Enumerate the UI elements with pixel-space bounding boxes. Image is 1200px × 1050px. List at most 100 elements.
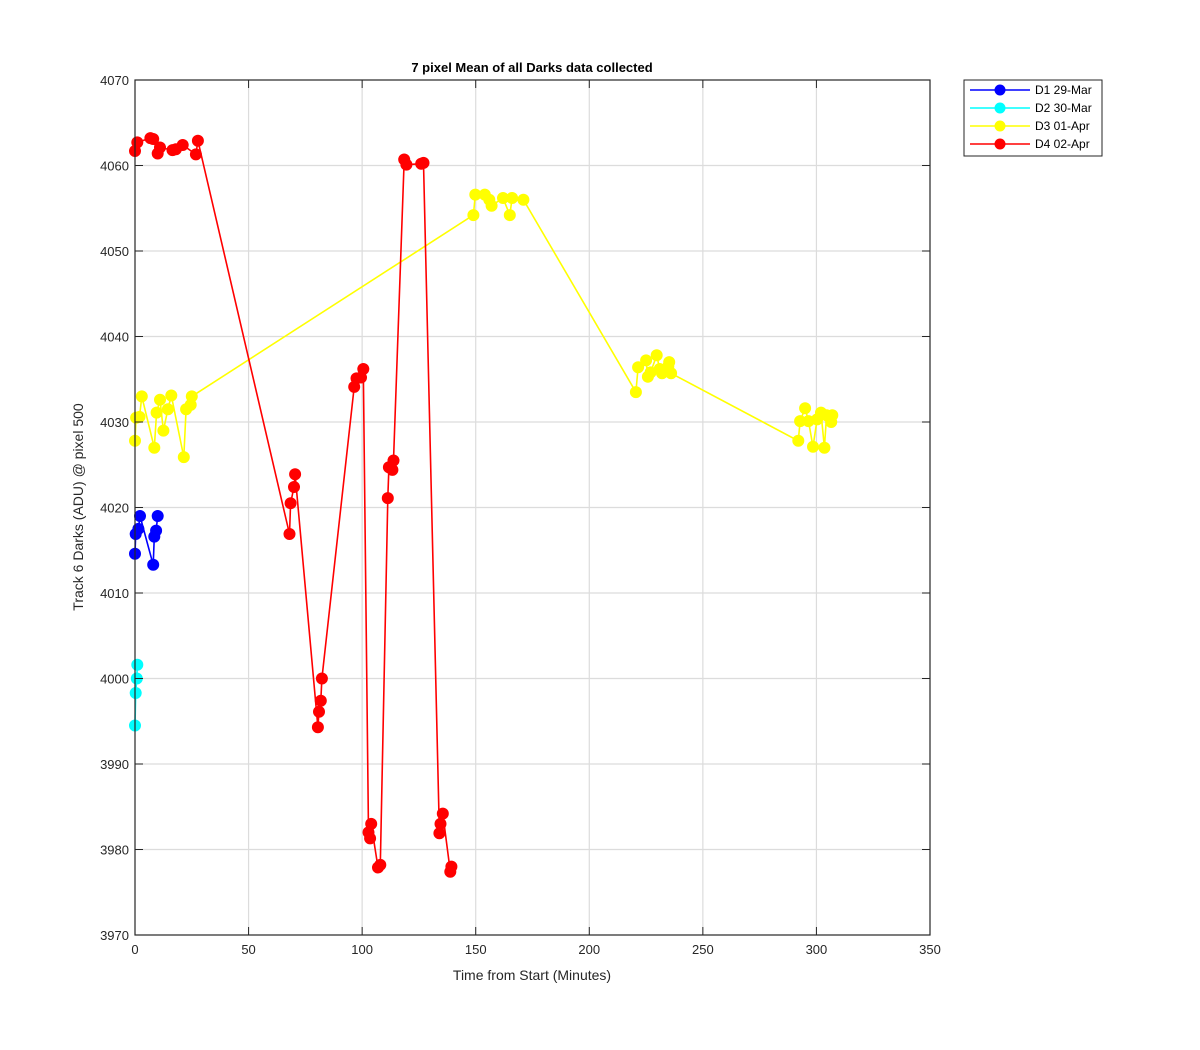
data-point (640, 354, 653, 367)
data-point (629, 386, 642, 399)
y-tick-label: 4000 (100, 672, 129, 687)
y-tick-label: 3990 (100, 757, 129, 772)
data-point (132, 522, 145, 535)
data-point (165, 389, 178, 402)
legend-item: D2 30-Mar (970, 101, 1092, 115)
data-point (503, 209, 516, 222)
y-tick-label: 4060 (100, 159, 129, 174)
legend-marker (994, 138, 1006, 150)
data-point (185, 390, 198, 403)
legend-label: D4 02-Apr (1035, 137, 1090, 151)
data-point (799, 402, 812, 415)
y-tick-label: 4040 (100, 330, 129, 345)
data-point (467, 209, 480, 222)
x-tick-label: 200 (578, 942, 600, 957)
data-point (154, 393, 166, 406)
legend-label: D1 29-Mar (1035, 83, 1092, 97)
y-tick-label: 4050 (100, 244, 129, 259)
data-point (131, 136, 144, 149)
grid (135, 80, 930, 935)
data-point (374, 858, 387, 871)
data-point (485, 199, 498, 212)
series-1 (129, 510, 164, 571)
data-point (400, 158, 413, 171)
data-point (176, 139, 189, 151)
data-point (134, 510, 146, 522)
data-point (826, 409, 839, 422)
data-point (436, 807, 449, 820)
y-tick-label: 4030 (100, 415, 129, 430)
x-tick-label: 0 (131, 942, 138, 957)
data-point (365, 817, 378, 830)
data-point (315, 672, 328, 685)
x-tick-label: 100 (351, 942, 373, 957)
data-point (147, 558, 160, 571)
legend-marker (994, 102, 1006, 114)
ticks: 0 50 100 150 200 250 300 350 3970 3980 3990 4000 401… (100, 73, 941, 957)
data-point (289, 468, 302, 481)
data-point (818, 441, 831, 454)
data-point (151, 510, 164, 522)
data-point (387, 454, 400, 467)
data-point (792, 434, 805, 447)
data-point (445, 860, 458, 873)
legend-item: D4 02-Apr (970, 137, 1090, 151)
data-point (284, 497, 297, 510)
data-point (314, 694, 327, 707)
x-axis-label: Time from Start (Minutes) (453, 967, 611, 983)
legend-marker (994, 120, 1006, 132)
x-tick-label: 350 (919, 942, 941, 957)
data-point (632, 361, 645, 374)
data-point (417, 156, 430, 169)
data-point (177, 451, 190, 464)
data-point (364, 832, 377, 845)
data-point (135, 390, 148, 403)
data-point (161, 403, 174, 416)
x-tick-label: 150 (465, 942, 487, 957)
data-point (131, 658, 144, 671)
data-point (157, 424, 170, 437)
data-point (148, 441, 161, 454)
data-point (650, 349, 663, 362)
data-point (150, 406, 163, 419)
data-point (311, 721, 324, 734)
data-point (506, 192, 519, 204)
data-point (381, 492, 394, 505)
data-point (665, 367, 678, 380)
legend-marker (994, 84, 1006, 96)
data-point (189, 148, 202, 161)
y-tick-label: 4070 (100, 73, 129, 88)
chart-title: 7 pixel Mean of all Darks data collected (411, 60, 652, 75)
series-3 (129, 188, 839, 464)
x-tick-label: 250 (692, 942, 714, 957)
legend-label: D3 01-Apr (1035, 119, 1090, 133)
data-point (288, 481, 300, 493)
series-layer (129, 132, 839, 878)
legend: D1 29-Mar D2 30-Mar D3 01-Apr D4 02-Apr (963, 79, 1103, 157)
y-tick-label: 3980 (100, 843, 129, 858)
y-tick-label: 4020 (100, 501, 129, 516)
x-tick-label: 50 (241, 942, 255, 957)
data-point (434, 817, 447, 830)
legend-item: D3 01-Apr (970, 119, 1090, 133)
data-point (807, 440, 819, 453)
x-tick-label: 300 (806, 942, 828, 957)
legend-item: D1 29-Mar (970, 83, 1092, 97)
data-point (147, 133, 160, 145)
y-tick-label: 4010 (100, 586, 129, 601)
data-point (154, 141, 166, 154)
data-point (663, 356, 676, 369)
y-axis-label: Track 6 Darks (ADU) @ pixel 500 (70, 403, 86, 611)
data-point (313, 705, 325, 718)
data-point (191, 134, 204, 147)
data-point (129, 687, 142, 699)
data-point (357, 363, 370, 375)
legend-label: D2 30-Mar (1035, 101, 1092, 115)
data-point (133, 410, 146, 423)
data-point (283, 528, 296, 540)
series-4 (129, 132, 458, 878)
y-tick-label: 3970 (100, 928, 129, 943)
data-point (150, 524, 163, 537)
data-point (517, 193, 530, 206)
